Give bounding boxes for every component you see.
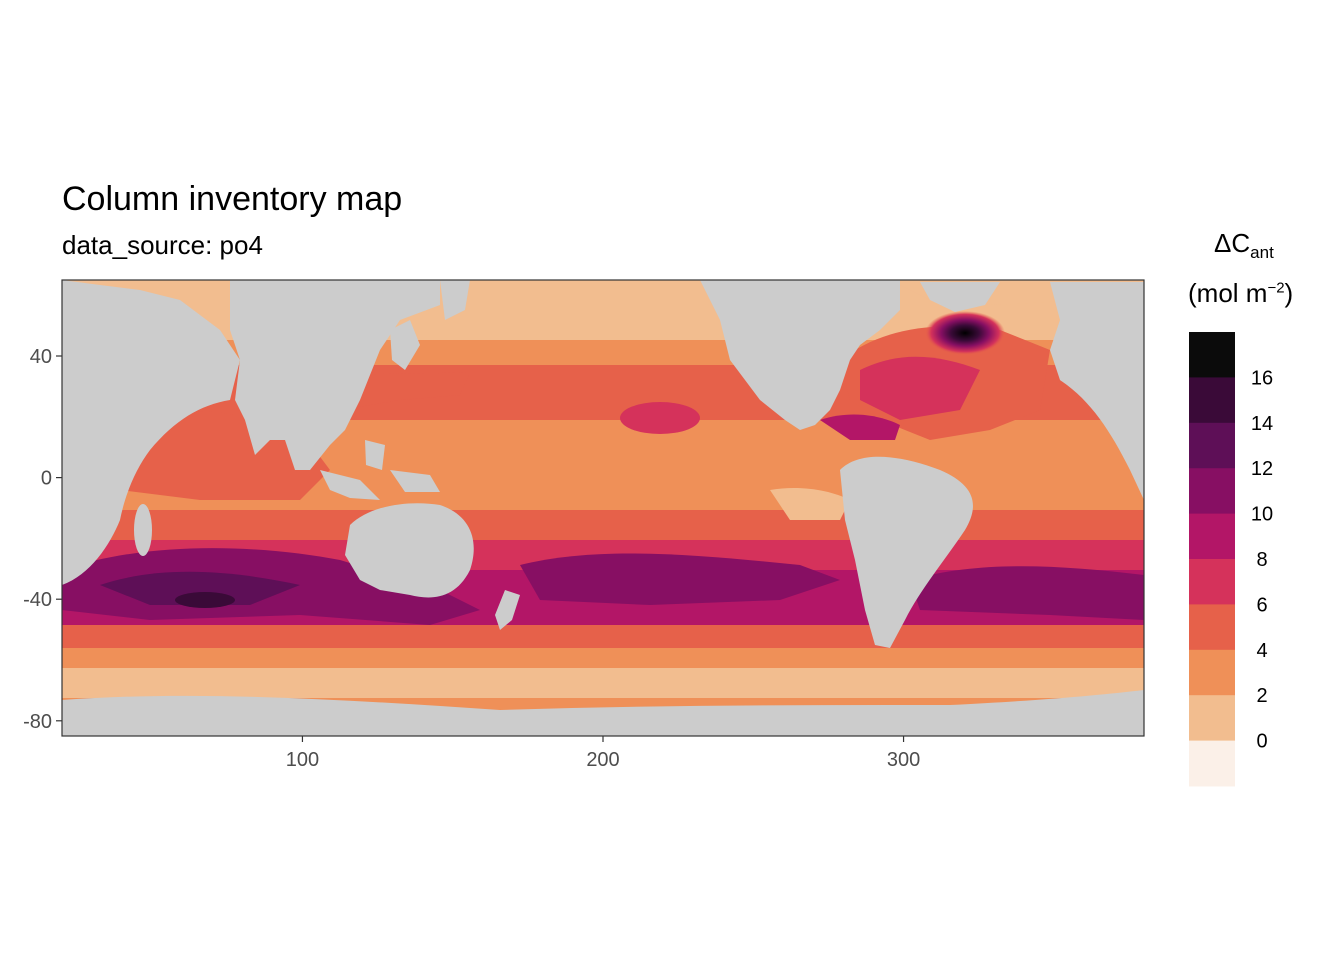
legend-swatch	[1189, 740, 1235, 787]
legend-swatch	[1189, 559, 1235, 605]
max-inventory-spot	[925, 311, 1005, 355]
legend-break-label: 12	[1251, 458, 1273, 480]
legend-break-label: 16	[1251, 367, 1273, 389]
land-masses	[62, 280, 1144, 736]
legend-unit: (mol m−2)	[1188, 278, 1294, 308]
y-tick-label: -80	[23, 711, 52, 733]
x-tick-label: 100	[286, 749, 319, 771]
legend-break-label: 6	[1256, 594, 1267, 616]
legend-swatch	[1189, 422, 1235, 469]
legend-swatch	[1189, 468, 1235, 515]
legend-swatch	[1189, 377, 1235, 424]
legend-color-bar	[1189, 332, 1235, 787]
legend-swatch	[1189, 513, 1235, 560]
legend-title: ΔCant	[1214, 228, 1274, 263]
x-tick-label: 200	[586, 749, 619, 771]
y-tick-label: -40	[23, 589, 52, 611]
map-subtitle: data_source: po4	[62, 230, 263, 260]
legend-break-label: 0	[1256, 731, 1267, 753]
map-title: Column inventory map	[62, 180, 403, 218]
legend-swatch	[1189, 649, 1235, 696]
legend-swatch	[1189, 695, 1235, 742]
legend-break-label: 8	[1256, 549, 1267, 571]
legend-swatch	[1189, 604, 1235, 651]
legend-break-label: 14	[1251, 413, 1273, 435]
map-plot-area	[62, 280, 1144, 736]
y-tick-label: 0	[41, 468, 52, 490]
legend-break-label: 2	[1256, 685, 1267, 707]
x-tick-label: 300	[887, 749, 920, 771]
legend-break-label: 4	[1256, 640, 1267, 662]
y-tick-label: 40	[30, 346, 52, 368]
legend-swatch	[1189, 332, 1235, 378]
legend-labels: 16 14 12 10 8 6 4 2 0	[1251, 367, 1273, 752]
legend-break-label: 10	[1251, 504, 1273, 526]
